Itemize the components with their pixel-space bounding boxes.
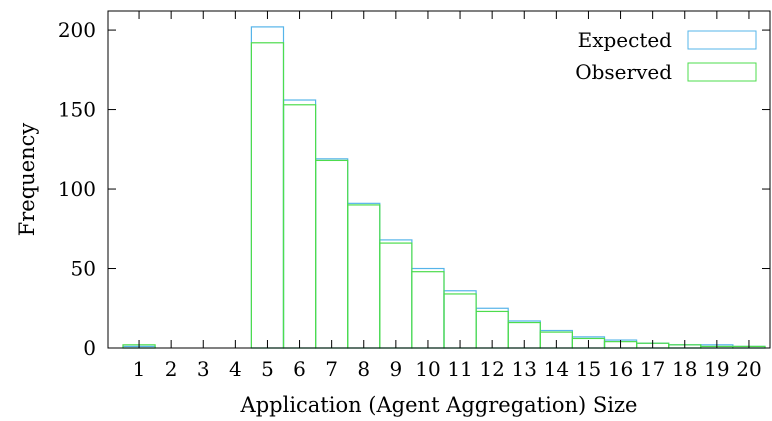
x-tick-label-19: 19 bbox=[704, 357, 729, 381]
y-tick-label-150: 150 bbox=[58, 98, 96, 122]
x-tick-label-8: 8 bbox=[357, 357, 370, 381]
x-tick-label-9: 9 bbox=[389, 357, 402, 381]
bar-expected-8 bbox=[347, 202, 381, 349]
legend-swatch-observed bbox=[687, 62, 757, 82]
bar-observed-5 bbox=[250, 42, 285, 349]
y-tick-label-0: 0 bbox=[83, 336, 96, 360]
x-tick-label-6: 6 bbox=[293, 357, 306, 381]
x-tick-label-10: 10 bbox=[415, 357, 440, 381]
x-axis-label: Application (Agent Aggregation) Size bbox=[240, 393, 638, 417]
bar-observed-10 bbox=[411, 271, 445, 349]
bar-expected-11 bbox=[443, 290, 477, 349]
x-tick-label-14: 14 bbox=[544, 357, 569, 381]
x-tick-label-1: 1 bbox=[133, 357, 146, 381]
bar-observed-8 bbox=[347, 204, 381, 349]
x-tick-label-16: 16 bbox=[608, 357, 633, 381]
bar-observed-7 bbox=[315, 159, 349, 349]
legend: Expected Observed bbox=[575, 28, 757, 84]
bar-expected-9 bbox=[379, 239, 413, 349]
y-tick-label-100: 100 bbox=[58, 177, 96, 201]
x-tick-label-12: 12 bbox=[479, 357, 504, 381]
x-tick-label-11: 11 bbox=[447, 357, 472, 381]
y-axis-label: Frequency bbox=[15, 123, 39, 237]
x-tick-label-7: 7 bbox=[325, 357, 338, 381]
y-tick-label-200: 200 bbox=[58, 18, 96, 42]
bar-observed-6 bbox=[282, 104, 317, 349]
bar-observed-9 bbox=[379, 242, 413, 349]
legend-label-expected: Expected bbox=[578, 28, 673, 52]
x-tick-label-17: 17 bbox=[640, 357, 665, 381]
bar-observed-11 bbox=[443, 293, 477, 349]
bar-expected-10 bbox=[411, 267, 445, 349]
legend-swatch-expected bbox=[687, 30, 757, 50]
x-tick-label-2: 2 bbox=[165, 357, 178, 381]
x-tick-label-3: 3 bbox=[197, 357, 210, 381]
x-tick-label-4: 4 bbox=[229, 357, 242, 381]
legend-label-observed: Observed bbox=[575, 60, 672, 84]
x-tick-label-18: 18 bbox=[672, 357, 697, 381]
x-tick-label-15: 15 bbox=[576, 357, 601, 381]
x-tick-label-20: 20 bbox=[736, 357, 761, 381]
bar-expected-7 bbox=[315, 158, 349, 349]
x-tick-label-13: 13 bbox=[512, 357, 537, 381]
y-tick-label-50: 50 bbox=[71, 257, 96, 281]
bar-expected-5 bbox=[250, 26, 285, 349]
bar-expected-6 bbox=[282, 99, 317, 349]
plot-frame bbox=[107, 10, 771, 349]
x-tick-label-5: 5 bbox=[261, 357, 274, 381]
